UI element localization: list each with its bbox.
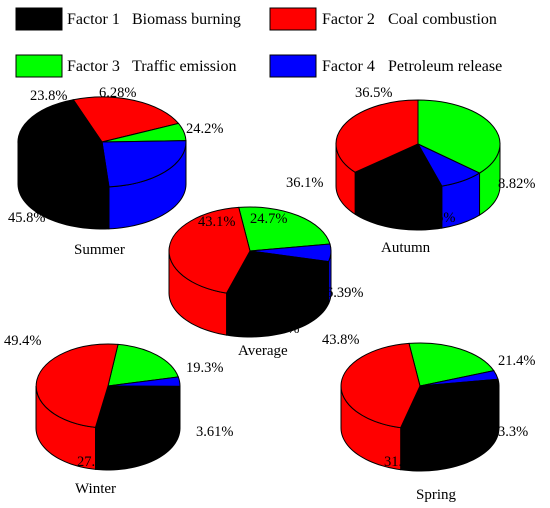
pie-slice-autumn-factor-2 (335, 99, 419, 173)
pie-slice-spring-factor-3 (408, 342, 495, 387)
pie-slice-autumn-factor-3 (417, 99, 501, 174)
value-label-autumn-factor-3: 36.5% (355, 85, 392, 101)
value-label-winter-factor-1: 27.6% (77, 454, 114, 470)
pie-title-winter: Winter (75, 481, 116, 497)
value-label-autumn-factor-1: 18.6% (418, 210, 455, 226)
pie-slice-spring-factor-2 (340, 342, 421, 429)
legend: Factor 1 Biomass burning Factor 2 Coal c… (15, 7, 502, 78)
value-label-winter-factor-4: 3.61% (196, 424, 233, 440)
legend-source-petroleum: Petroleum release (388, 58, 502, 75)
pie-winter: 19.3% 3.61% 27.6% 49.4% Winter (4, 333, 233, 497)
value-label-average-factor-2: 43.1% (198, 214, 235, 230)
value-label-average-factor-3: 24.7% (250, 211, 287, 227)
pie-title-average: Average (238, 343, 288, 359)
legend-source-biomass: Biomass burning (132, 11, 241, 28)
legend-source-traffic: Traffic emission (132, 58, 236, 75)
pie-slice-winter-factor-1 (94, 385, 181, 429)
pie-slice-winter-factor-2 (35, 343, 119, 428)
legend-swatch-factor-2 (269, 7, 317, 31)
pie-autumn: 36.5% 8.82% 18.6% 36.1% Autumn (286, 85, 535, 256)
pie-slice-autumn-factor-1 (354, 143, 443, 189)
value-label-spring-factor-2: 43.8% (322, 332, 359, 348)
value-label-summer-factor-2: 23.8% (30, 88, 67, 104)
value-label-average-factor-4: 6.39% (326, 285, 363, 301)
pies: 23.8% 6.28% 24.2% 45.8% Summer 36.5% 8.82% 18.6… (4, 85, 535, 503)
pie-slice-summer-factor-4 (101, 140, 187, 188)
value-label-average-factor-1: 25.8% (262, 321, 299, 337)
value-label-summer-factor-4: 24.2% (186, 121, 223, 137)
legend-swatch-factor-4 (269, 54, 317, 78)
legend-factor-3: Factor 3 (67, 58, 120, 75)
pie-slice-summer-factor-1 (17, 99, 110, 188)
value-label-spring-factor-1: 31.4% (384, 454, 421, 470)
value-label-winter-factor-2: 49.4% (4, 333, 41, 349)
legend-swatch-factor-1 (15, 7, 63, 31)
legend-item-factor-4: Factor 4 Petroleum release (269, 54, 502, 78)
pie-summer: 23.8% 6.28% 24.2% 45.8% Summer (8, 85, 223, 258)
legend-item-factor-2: Factor 2 Coal combustion (269, 7, 497, 31)
pie-title-spring: Spring (416, 487, 457, 503)
legend-factor-4: Factor 4 (322, 58, 375, 75)
value-label-winter-factor-3: 19.3% (186, 360, 223, 376)
pie-slice-average-factor-2 (168, 206, 251, 294)
legend-swatch-factor-3 (15, 54, 63, 78)
legend-source-coal: Coal combustion (388, 11, 497, 28)
legend-factor-1: Factor 1 (67, 11, 120, 28)
value-label-spring-factor-3: 21.4% (498, 353, 535, 369)
legend-item-factor-1: Factor 1 Biomass burning (15, 7, 241, 31)
pie-slice-summer-factor-2 (72, 96, 180, 143)
pie-slice-spring-factor-1 (399, 378, 500, 430)
value-label-summer-factor-3: 6.28% (99, 85, 136, 101)
legend-factor-2: Factor 2 (322, 11, 375, 28)
pie-slice-average-factor-3 (238, 206, 331, 252)
pie-title-autumn: Autumn (381, 240, 431, 256)
value-label-autumn-factor-4: 8.82% (498, 176, 535, 192)
pie-title-summer: Summer (74, 242, 125, 258)
legend-item-factor-3: Factor 3 Traffic emission (15, 54, 236, 78)
pie-slice-average-factor-1 (225, 250, 330, 296)
pie-average: 24.7% 6.39% 25.8% 43.1% Average (168, 206, 363, 359)
pie-spring: 21.4% 3.3% 31.4% 43.8% Spring (322, 332, 535, 503)
value-label-autumn-factor-2: 36.1% (286, 175, 323, 191)
value-label-spring-factor-4: 3.3% (498, 424, 528, 440)
pie-slice-winter-factor-3 (107, 343, 179, 387)
value-label-summer-factor-1: 45.8% (8, 210, 45, 226)
